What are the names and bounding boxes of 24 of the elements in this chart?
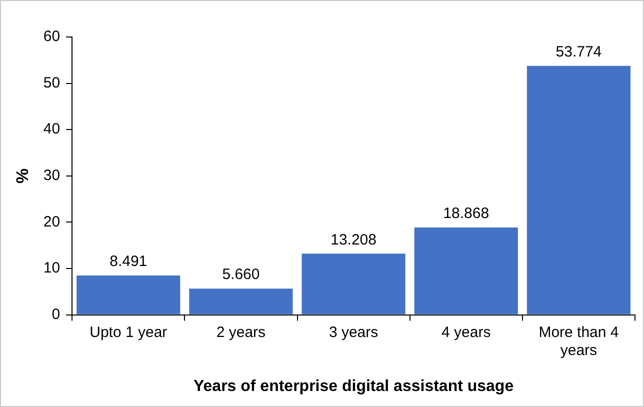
data-label: 18.868 xyxy=(443,205,490,222)
x-tick-label: 2 years xyxy=(216,324,266,341)
y-tick-label: 60 xyxy=(43,28,60,46)
y-tick-label: 30 xyxy=(43,167,60,184)
x-tick-label: 4 years xyxy=(442,324,491,341)
x-axis-title: Years of enterprise digital assistant usage xyxy=(193,378,514,395)
y-tick-label: 50 xyxy=(43,74,60,92)
bar xyxy=(76,275,180,314)
x-tick-label: 3 years xyxy=(328,324,378,341)
x-tick-label: More than 4 years xyxy=(538,324,619,359)
bar xyxy=(302,254,406,314)
data-label: 13.208 xyxy=(330,231,376,248)
y-tick-label: 0 xyxy=(52,306,60,323)
x-tick-label: Upto 1 year xyxy=(90,324,168,341)
data-label: 53.774 xyxy=(556,43,602,60)
y-tick-label: 40 xyxy=(43,120,60,138)
bar xyxy=(526,66,630,314)
y-axis-title: % xyxy=(12,168,32,184)
y-tick-label: 10 xyxy=(43,260,60,277)
data-label: 5.660 xyxy=(222,266,260,284)
bar xyxy=(189,288,293,314)
bar xyxy=(414,227,518,314)
y-tick-label: 20 xyxy=(43,213,60,230)
data-label: 8.491 xyxy=(110,253,148,270)
